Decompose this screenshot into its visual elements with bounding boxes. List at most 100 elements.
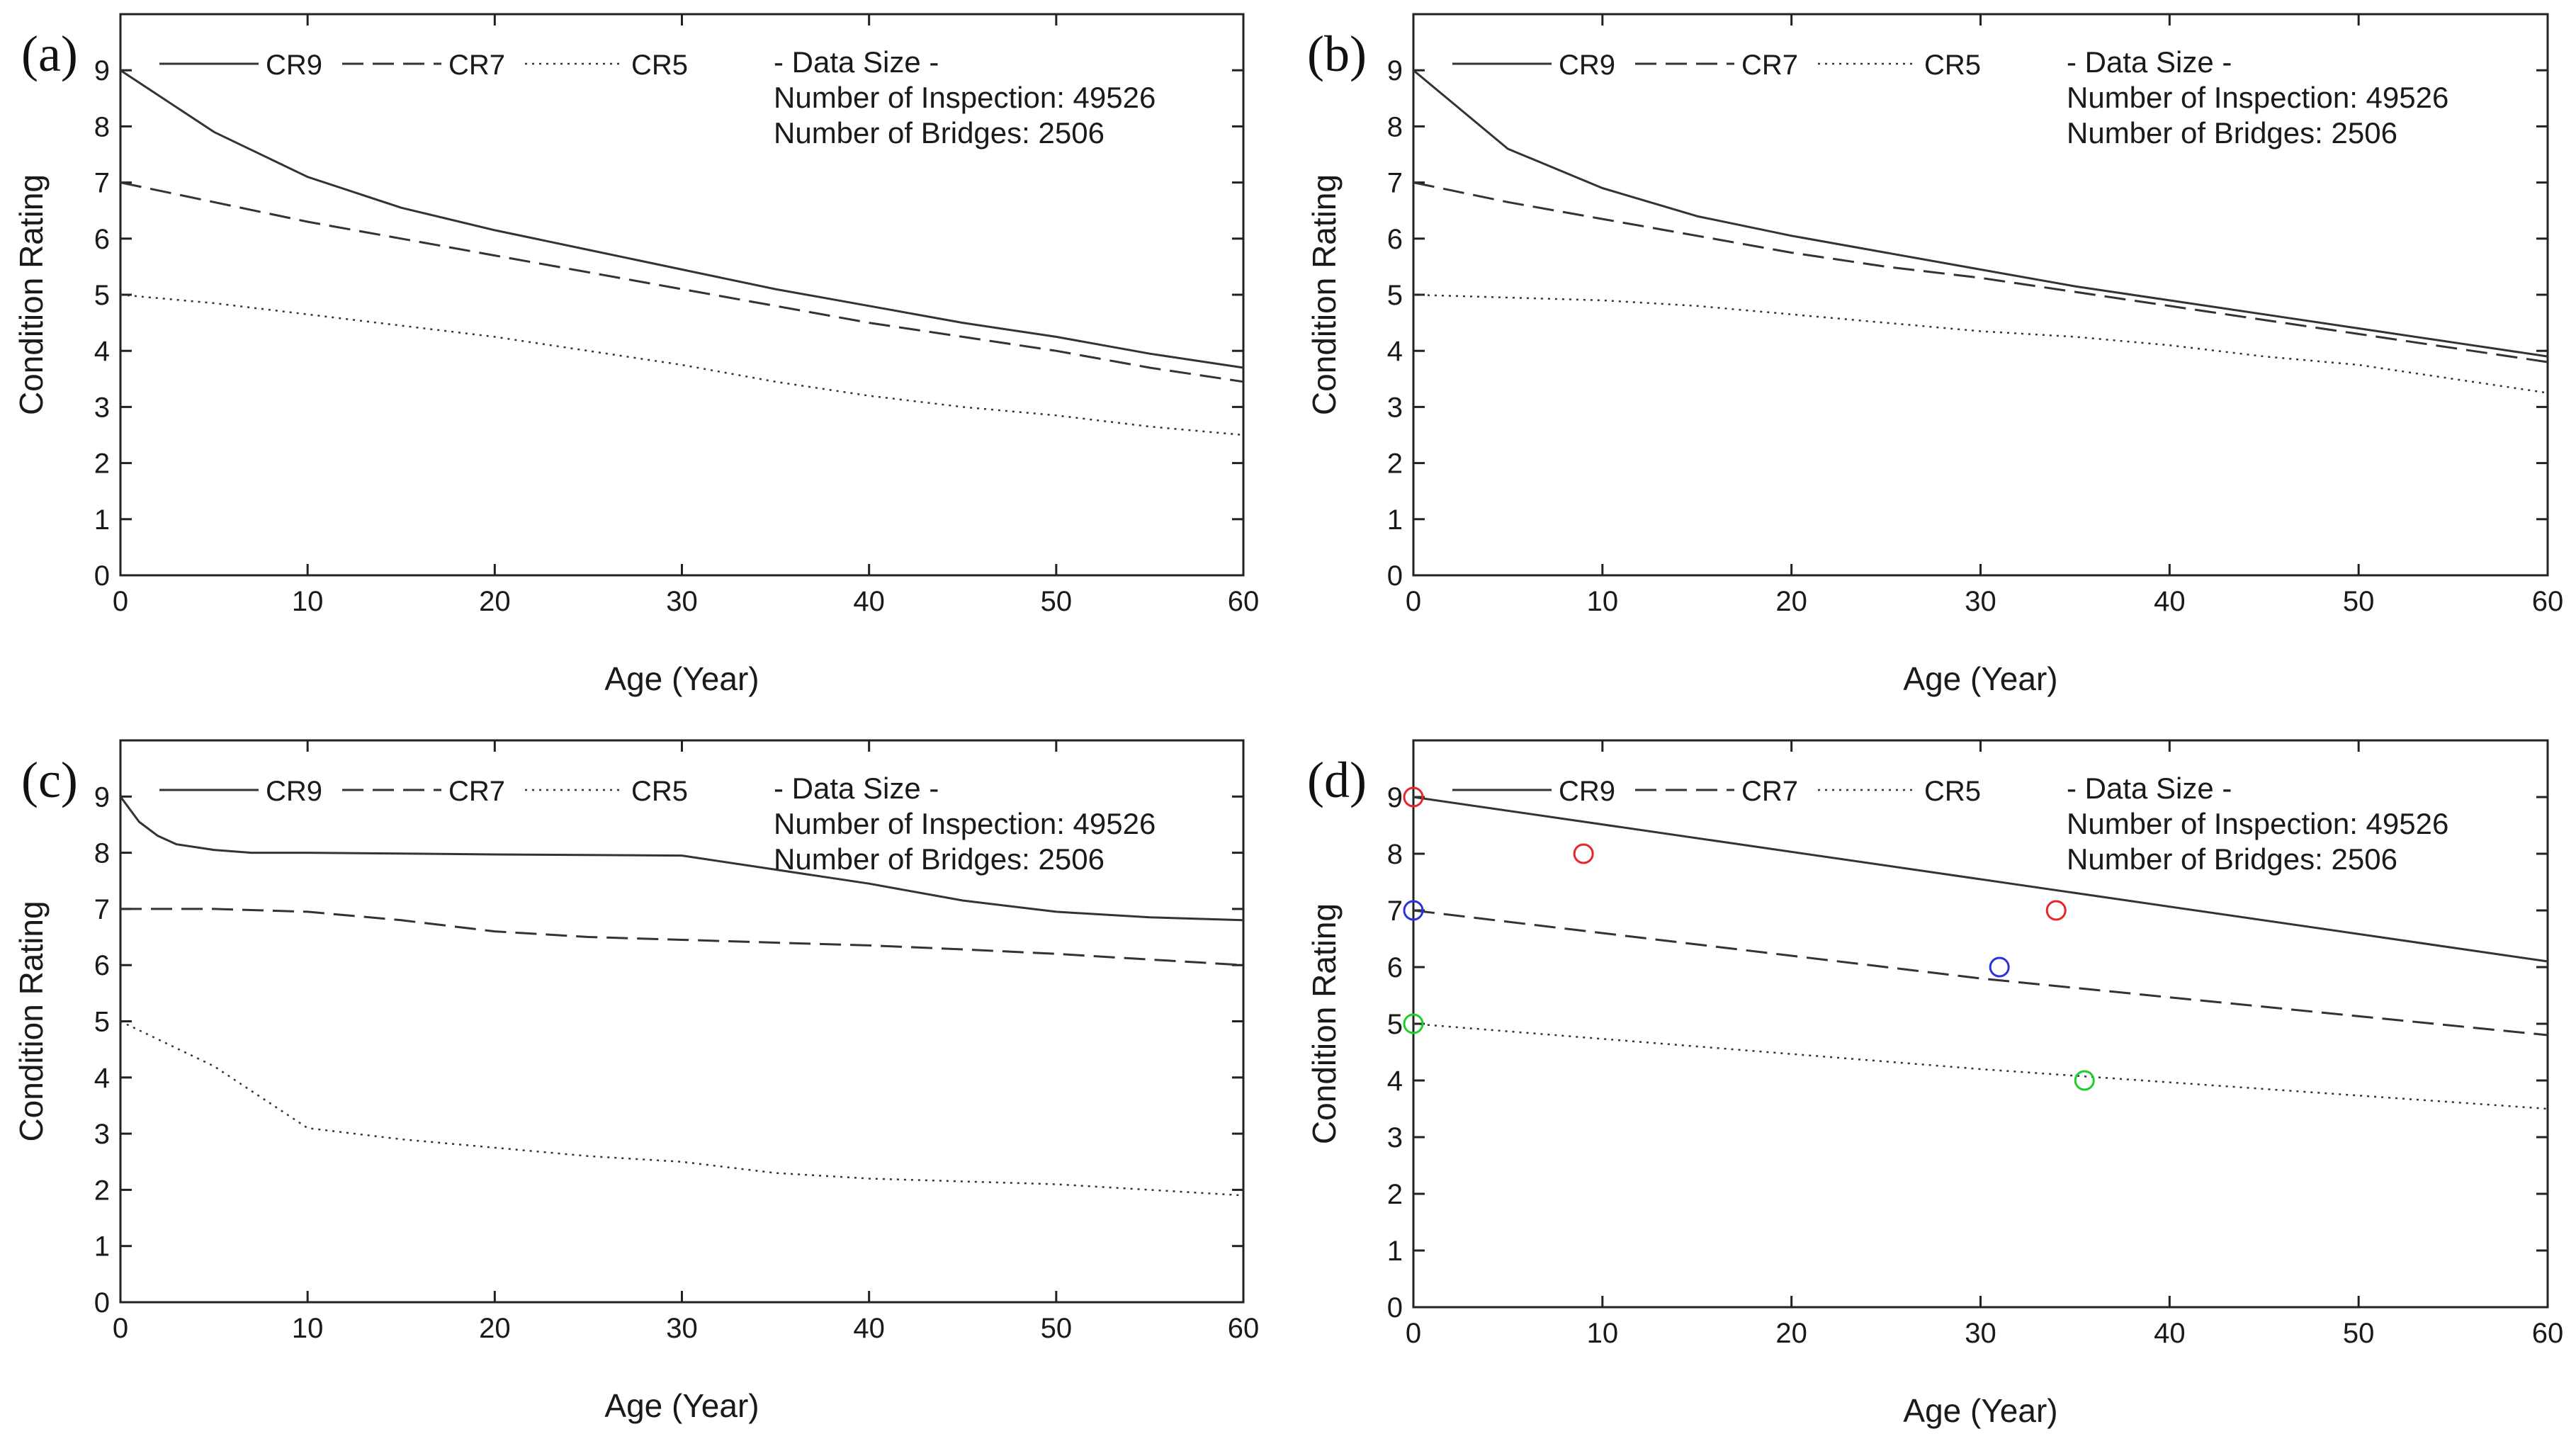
y-tick-label: 8: [1387, 111, 1403, 142]
y-tick-label: 7: [1387, 896, 1403, 927]
x-tick-label: 60: [1228, 586, 1260, 617]
x-tick-label: 30: [1965, 1318, 1996, 1349]
x-tick-label: 20: [1775, 586, 1807, 617]
y-tick-label: 2: [1387, 448, 1403, 480]
y-tick-label: 6: [1387, 224, 1403, 255]
y-tick-label: 7: [1387, 168, 1403, 199]
y-tick-label: 5: [1387, 1009, 1403, 1040]
y-tick-label: 4: [1387, 1066, 1403, 1097]
y-tick-label: 2: [94, 448, 110, 480]
x-tick-label: 40: [853, 1313, 885, 1344]
y-tick-label: 3: [94, 1119, 110, 1150]
data-size-text: Number of Inspection: 49526: [2067, 807, 2448, 840]
data-point-marker: [2074, 1070, 2095, 1091]
series-line-cr5: [120, 1020, 1244, 1197]
x-tick-label: 20: [479, 1313, 511, 1344]
x-tick-label: 50: [1041, 1313, 1073, 1344]
panel-label: (b): [1307, 26, 1367, 82]
x-tick-label: 60: [2532, 586, 2564, 617]
data-size-text: Number of Inspection: 49526: [774, 81, 1156, 114]
y-tick-label: 1: [94, 1231, 110, 1263]
series-line-cr7: [120, 908, 1244, 966]
data-point-marker: [1573, 843, 1594, 864]
x-tick-label: 0: [113, 1313, 128, 1344]
x-tick-label: 30: [666, 1313, 698, 1344]
panel-label: (a): [21, 26, 78, 82]
series-line-cr5: [1413, 293, 2548, 394]
series-line-cr5: [1413, 1022, 2548, 1110]
x-tick-label: 60: [2532, 1318, 2564, 1349]
x-tick-label: 10: [1587, 586, 1619, 617]
series-line-cr5: [120, 293, 1244, 436]
y-tick-label: 0: [94, 560, 110, 592]
x-tick-label: 60: [1228, 1313, 1260, 1344]
y-tick-label: 9: [94, 781, 110, 813]
y-tick-label: 5: [94, 1007, 110, 1038]
legend-label: CR7: [448, 50, 505, 81]
x-tick-label: 20: [479, 586, 511, 617]
data-point-marker: [1403, 900, 1424, 921]
panel-label: (d): [1307, 752, 1367, 808]
x-tick-label: 0: [1406, 586, 1421, 617]
legend-label: CR9: [266, 50, 322, 81]
x-tick-label: 40: [2154, 586, 2186, 617]
series-line-cr9: [1413, 69, 2548, 358]
data-size-text: - Data Size -: [774, 772, 939, 805]
data-point-marker: [1403, 786, 1424, 808]
x-tick-label: 40: [2154, 1318, 2186, 1349]
data-size-text: - Data Size -: [2067, 772, 2232, 805]
series-line-cr7: [1413, 181, 2548, 363]
legend-label: CR5: [631, 776, 688, 807]
x-tick-label: 30: [666, 586, 698, 617]
legend-label: CR9: [1559, 776, 1615, 807]
data-point-marker: [2045, 900, 2067, 921]
y-axis-title: Condition Rating: [13, 900, 50, 1141]
chart-panel-3: 0 10 20 30 40 50 60 0 1 2 3 4 5 6 7 8 9 Age (Year) Conditi…: [13, 739, 1260, 1424]
y-tick-label: 3: [1387, 392, 1403, 423]
chart-panel-1: 0 10 20 30 40 50 60 0 1 2 3 4 5 6 7 8 9 Age (Year) Conditi…: [13, 13, 1260, 697]
y-tick-label: 6: [94, 950, 110, 981]
legend-label: CR5: [1924, 50, 1981, 81]
data-size-text: Number of Inspection: 49526: [2067, 81, 2448, 114]
y-tick-label: 3: [94, 392, 110, 423]
data-size-text: Number of Bridges: 2506: [774, 116, 1105, 149]
series-line-cr9: [1413, 796, 2548, 963]
y-tick-label: 9: [94, 55, 110, 86]
y-tick-label: 8: [1387, 839, 1403, 870]
chart-panel-2: 0 10 20 30 40 50 60 0 1 2 3 4 5 6 7 8 9 Age (Year) Conditi…: [1306, 13, 2564, 697]
x-axis-title: Age (Year): [604, 1387, 759, 1424]
x-tick-label: 10: [1587, 1318, 1619, 1349]
x-axis-title: Age (Year): [1903, 1392, 2057, 1429]
legend-label: CR7: [448, 776, 505, 807]
data-point-marker: [1403, 1013, 1424, 1034]
y-tick-label: 6: [1387, 952, 1403, 983]
y-tick-label: 2: [94, 1175, 110, 1206]
x-tick-label: 40: [853, 586, 885, 617]
legend-label: CR7: [1741, 776, 1798, 807]
data-size-text: Number of Inspection: 49526: [774, 807, 1156, 840]
y-tick-label: 4: [94, 336, 110, 367]
y-tick-label: 5: [1387, 280, 1403, 311]
data-point-marker: [1989, 956, 2010, 978]
x-tick-label: 50: [1041, 586, 1073, 617]
x-axis-title: Age (Year): [604, 660, 759, 697]
x-tick-label: 0: [113, 586, 128, 617]
y-axis-title: Condition Rating: [13, 174, 50, 415]
y-tick-label: 1: [1387, 1236, 1403, 1267]
y-tick-label: 9: [1387, 782, 1403, 813]
chart-panel-4: 0 10 20 30 40 50 60 0 1 2 3 4 5 6 7 8 9 Age (Year) Conditi…: [1306, 739, 2564, 1429]
y-tick-label: 1: [94, 504, 110, 536]
y-tick-label: 0: [94, 1287, 110, 1319]
legend-label: CR7: [1741, 50, 1798, 81]
y-tick-label: 3: [1387, 1122, 1403, 1153]
series-line-cr9: [120, 69, 1244, 369]
x-tick-label: 30: [1965, 586, 1996, 617]
x-tick-label: 50: [2343, 586, 2375, 617]
y-tick-label: 8: [94, 111, 110, 142]
y-tick-label: 0: [1387, 560, 1403, 592]
legend-label: CR9: [1559, 50, 1615, 81]
y-axis-title: Condition Rating: [1306, 903, 1343, 1144]
y-tick-label: 8: [94, 838, 110, 869]
x-tick-label: 0: [1406, 1318, 1421, 1349]
x-axis-title: Age (Year): [1903, 660, 2057, 697]
